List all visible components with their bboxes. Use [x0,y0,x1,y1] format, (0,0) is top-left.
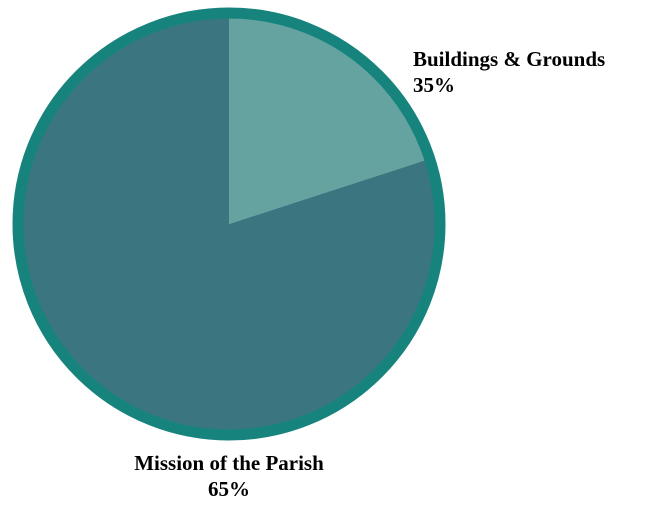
slice-label-buildings-grounds: Buildings & Grounds 35% [413,46,605,98]
pie-slice-mission-of-the-parish [17,13,440,436]
slice-name-buildings-grounds: Buildings & Grounds [413,47,606,71]
pie-slice-buildings-grounds [229,13,430,224]
slice-percent-buildings-grounds: 35% [413,73,455,97]
slice-percent-mission-of-the-parish: 65% [208,477,250,501]
slice-name-mission-of-the-parish: Mission of the Parish [134,451,324,475]
slice-label-mission-of-the-parish: Mission of the Parish 65% [134,450,324,502]
pie-border-ring [12,7,446,441]
